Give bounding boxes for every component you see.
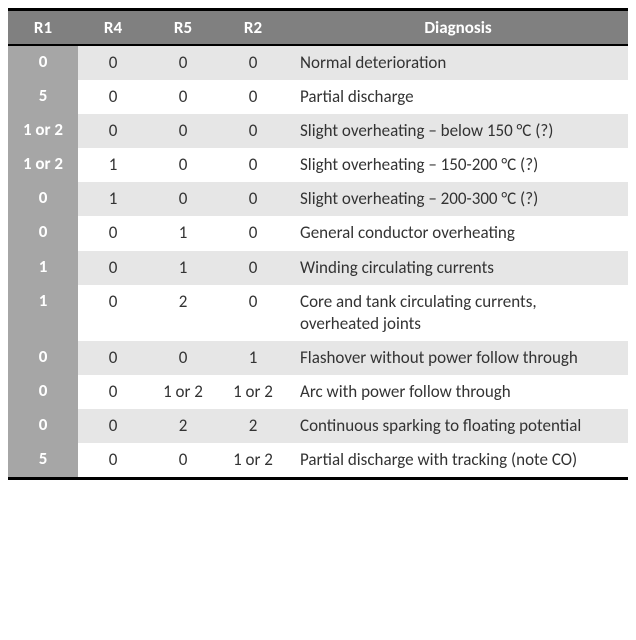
cell-r5: 0 — [148, 114, 218, 148]
cell-r2: 0 — [218, 285, 288, 341]
cell-r1: 0 — [8, 216, 78, 250]
table-header-row: R1 R4 R5 R2 Diagnosis — [8, 10, 628, 46]
table-body: 0000Normal deterioration5000Partial disc… — [8, 45, 628, 479]
cell-diagnosis: Partial discharge with tracking (note CO… — [288, 443, 628, 479]
cell-diagnosis: Partial discharge — [288, 80, 628, 114]
cell-r4: 0 — [78, 409, 148, 443]
cell-r4: 1 — [78, 148, 148, 182]
col-header-diagnosis: Diagnosis — [288, 10, 628, 46]
cell-r1: 0 — [8, 409, 78, 443]
cell-r1: 0 — [8, 182, 78, 216]
col-header-r2: R2 — [218, 10, 288, 46]
cell-diagnosis: Continuous sparking to floating potentia… — [288, 409, 628, 443]
cell-r1: 0 — [8, 341, 78, 375]
cell-diagnosis: Winding circulating currents — [288, 251, 628, 285]
cell-r1: 1 or 2 — [8, 114, 78, 148]
cell-r2: 0 — [218, 148, 288, 182]
cell-r4: 0 — [78, 45, 148, 80]
cell-diagnosis: Slight overheating – 200-300 °C (?) — [288, 182, 628, 216]
cell-r5: 0 — [148, 148, 218, 182]
col-header-r5: R5 — [148, 10, 218, 46]
cell-r2: 1 or 2 — [218, 443, 288, 479]
cell-diagnosis: Core and tank circulating currents, over… — [288, 285, 628, 341]
cell-r1: 1 — [8, 285, 78, 341]
diagnosis-table: R1 R4 R5 R2 Diagnosis 0000Normal deterio… — [8, 8, 628, 480]
cell-r4: 0 — [78, 251, 148, 285]
cell-r5: 0 — [148, 341, 218, 375]
cell-r2: 0 — [218, 114, 288, 148]
cell-r4: 0 — [78, 443, 148, 479]
cell-r5: 2 — [148, 409, 218, 443]
col-header-r4: R4 — [78, 10, 148, 46]
cell-r2: 2 — [218, 409, 288, 443]
table-row: 5000Partial discharge — [8, 80, 628, 114]
cell-r5: 0 — [148, 443, 218, 479]
table-row: 001 or 21 or 2Arc with power follow thro… — [8, 375, 628, 409]
col-header-r1: R1 — [8, 10, 78, 46]
table-row: 1010Winding circulating currents — [8, 251, 628, 285]
cell-r1: 0 — [8, 375, 78, 409]
cell-r4: 1 — [78, 182, 148, 216]
cell-diagnosis: Arc with power follow through — [288, 375, 628, 409]
table-row: 1 or 2100Slight overheating – 150-200 °C… — [8, 148, 628, 182]
cell-r2: 0 — [218, 251, 288, 285]
cell-r2: 1 — [218, 341, 288, 375]
cell-r5: 1 or 2 — [148, 375, 218, 409]
cell-r2: 0 — [218, 216, 288, 250]
cell-diagnosis: Normal deterioration — [288, 45, 628, 80]
cell-r4: 0 — [78, 114, 148, 148]
cell-r5: 1 — [148, 216, 218, 250]
table-row: 0100Slight overheating – 200-300 °C (?) — [8, 182, 628, 216]
cell-r5: 2 — [148, 285, 218, 341]
cell-diagnosis: Flashover without power follow through — [288, 341, 628, 375]
cell-diagnosis: General conductor overheating — [288, 216, 628, 250]
table-row: 1 or 2000Slight overheating – below 150 … — [8, 114, 628, 148]
cell-r2: 0 — [218, 45, 288, 80]
cell-r2: 1 or 2 — [218, 375, 288, 409]
cell-diagnosis: Slight overheating – below 150 °C (?) — [288, 114, 628, 148]
cell-r1: 5 — [8, 443, 78, 479]
cell-r1: 1 — [8, 251, 78, 285]
cell-r2: 0 — [218, 80, 288, 114]
cell-r5: 1 — [148, 251, 218, 285]
cell-r1: 1 or 2 — [8, 148, 78, 182]
cell-r1: 5 — [8, 80, 78, 114]
table-row: 0010General conductor overheating — [8, 216, 628, 250]
table-row: 0001Flashover without power follow throu… — [8, 341, 628, 375]
cell-r4: 0 — [78, 80, 148, 114]
cell-r5: 0 — [148, 80, 218, 114]
table-row: 5001 or 2Partial discharge with tracking… — [8, 443, 628, 479]
cell-diagnosis: Slight overheating – 150-200 °C (?) — [288, 148, 628, 182]
table-row: 0000Normal deterioration — [8, 45, 628, 80]
table-row: 0022Continuous sparking to floating pote… — [8, 409, 628, 443]
cell-r4: 0 — [78, 341, 148, 375]
cell-r4: 0 — [78, 285, 148, 341]
cell-r1: 0 — [8, 45, 78, 80]
table-row: 1020Core and tank circulating currents, … — [8, 285, 628, 341]
cell-r5: 0 — [148, 182, 218, 216]
cell-r4: 0 — [78, 375, 148, 409]
cell-r2: 0 — [218, 182, 288, 216]
cell-r5: 0 — [148, 45, 218, 80]
cell-r4: 0 — [78, 216, 148, 250]
